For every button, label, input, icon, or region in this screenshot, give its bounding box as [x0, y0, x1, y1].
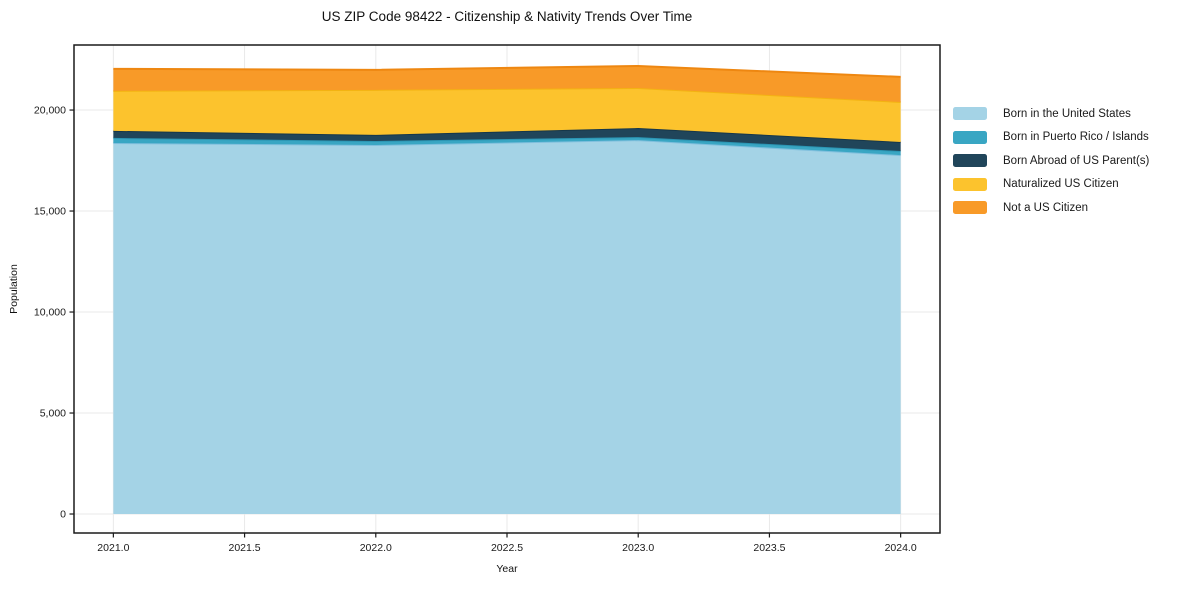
legend-swatch-icon — [953, 177, 987, 191]
y-tick-label: 0 — [60, 509, 66, 521]
legend-label: Born in Puerto Rico / Islands — [1003, 131, 1149, 143]
legend-entry: Born Abroad of US Parent(s) — [953, 154, 1149, 167]
x-tick-label: 2021.5 — [229, 542, 261, 554]
legend-entry: Born in Puerto Rico / Islands — [953, 130, 1149, 144]
legend-label: Not a US Citizen — [1003, 201, 1089, 214]
x-tick-label: 2023.0 — [622, 542, 654, 554]
area-series-0 — [113, 140, 901, 515]
area-series-4 — [113, 66, 901, 102]
legend-entry: Naturalized US Citizen — [953, 177, 1149, 191]
legend-entry: Born in the United States — [953, 107, 1149, 120]
legend-swatch-icon — [953, 130, 987, 144]
x-axis-label: Year — [496, 563, 518, 575]
y-tick-label: 20,000 — [34, 105, 66, 117]
area-series-2 — [113, 128, 901, 152]
x-tick-label: 2022.5 — [491, 542, 523, 554]
legend: Born in the United States Born in Puerto… — [953, 107, 1149, 214]
legend-swatch-icon — [953, 154, 987, 167]
legend-entry: Not a US Citizen — [953, 201, 1149, 214]
y-axis-label: Population — [8, 264, 20, 314]
x-tick-label: 2022.0 — [360, 542, 392, 554]
x-tick-label: 2023.5 — [753, 542, 785, 554]
legend-label: Naturalized US Citizen — [1003, 178, 1119, 190]
area-series-3 — [113, 88, 901, 142]
x-tick-label: 2021.0 — [97, 542, 129, 554]
y-tick-label: 5,000 — [40, 408, 66, 420]
legend-label: Born in the United States — [1003, 107, 1131, 120]
y-tick-label: 15,000 — [34, 206, 66, 218]
area-edge-4 — [113, 65, 901, 78]
y-tick-label: 10,000 — [34, 307, 66, 319]
legend-swatch-icon — [953, 107, 987, 120]
legend-swatch-icon — [953, 201, 987, 214]
legend-label: Born Abroad of US Parent(s) — [1003, 154, 1150, 167]
chart-title: US ZIP Code 98422 - Citizenship & Nativi… — [321, 9, 693, 24]
area-series-1 — [113, 137, 901, 156]
x-tick-label: 2024.0 — [885, 542, 917, 554]
